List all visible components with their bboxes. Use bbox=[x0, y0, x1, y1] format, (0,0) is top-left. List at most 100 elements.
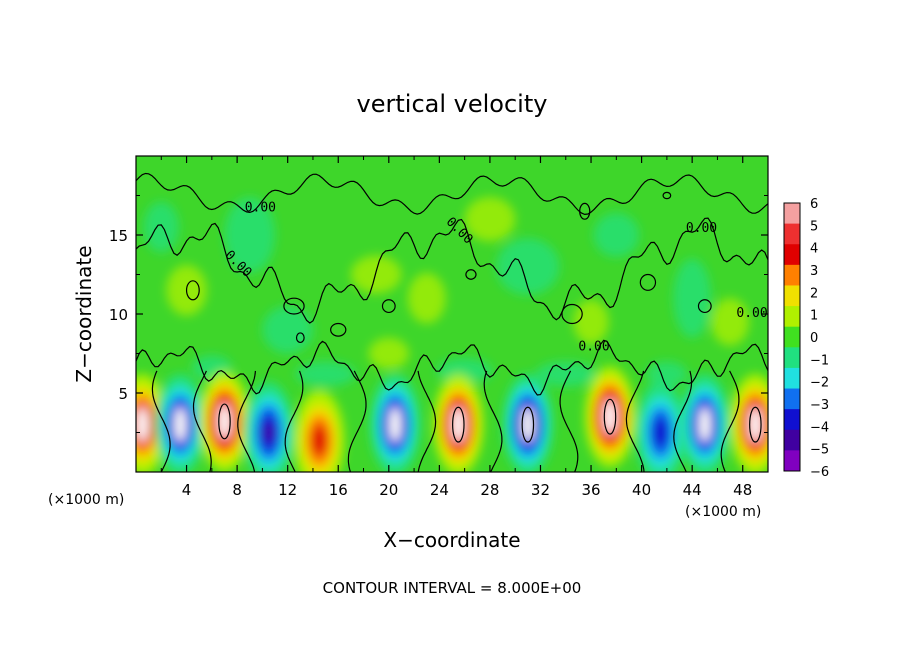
x-tick-label: 44 bbox=[683, 481, 702, 499]
weak-patch bbox=[673, 258, 712, 338]
y-axis-label: Z−coordinate bbox=[72, 245, 96, 382]
colorbar-swatch bbox=[784, 388, 800, 410]
zero-contour bbox=[625, 370, 645, 472]
colorbar-swatch bbox=[784, 264, 800, 286]
weak-patch bbox=[143, 201, 179, 253]
x-tick-label: 36 bbox=[581, 481, 600, 499]
colorbar-swatch bbox=[784, 285, 800, 307]
colorbar-label: 6 bbox=[810, 197, 818, 212]
contour-lines bbox=[136, 172, 768, 472]
closed-contour bbox=[330, 322, 347, 337]
x-tick-label: 32 bbox=[531, 481, 550, 499]
zero-contour bbox=[673, 370, 693, 472]
weak-patch bbox=[407, 272, 446, 324]
x-tick-label: 48 bbox=[733, 481, 752, 499]
x-unit-left: (×1000 m) bbox=[48, 492, 124, 508]
contour-label: 0.00 bbox=[686, 221, 717, 236]
cell-core bbox=[452, 407, 465, 442]
cell-core bbox=[174, 407, 186, 442]
weak-patch bbox=[295, 361, 356, 387]
contour-interval-note: CONTOUR INTERVAL = 8.000E+00 bbox=[323, 579, 582, 597]
x-tick-label: 24 bbox=[430, 481, 449, 499]
cell-level bbox=[311, 424, 328, 457]
colorbar-swatch bbox=[784, 409, 800, 431]
colorbar-label: −1 bbox=[810, 353, 829, 368]
colorbar-label: −5 bbox=[810, 443, 829, 458]
colorbar-label: −6 bbox=[810, 465, 829, 480]
closed-contour bbox=[185, 280, 200, 301]
colorbar-swatch bbox=[784, 223, 800, 245]
colorbar-swatch bbox=[784, 367, 800, 389]
contour-label: 0.00 bbox=[245, 200, 276, 215]
colorbar-label: −3 bbox=[810, 398, 829, 413]
colorbar-swatch bbox=[784, 244, 800, 266]
closed-contour bbox=[295, 332, 305, 344]
closed-contour bbox=[579, 202, 591, 220]
cell-contour bbox=[749, 406, 762, 443]
zero-contour bbox=[136, 172, 768, 216]
x-tick-label: 40 bbox=[632, 481, 651, 499]
x-tick-label: 16 bbox=[329, 481, 348, 499]
cell-level bbox=[652, 416, 669, 449]
closed-contour bbox=[283, 297, 305, 315]
weak-patch bbox=[646, 361, 688, 387]
colorbar-label: −2 bbox=[810, 376, 829, 391]
weak-patch bbox=[593, 212, 640, 258]
cell-contour bbox=[452, 406, 465, 443]
cell-core bbox=[522, 407, 534, 442]
colorbar-label: 0 bbox=[810, 331, 818, 346]
colorbar-swatch bbox=[784, 450, 800, 472]
colorbar-label: −4 bbox=[810, 420, 829, 435]
closed-contour bbox=[662, 191, 672, 200]
colorbar-swatch bbox=[784, 326, 800, 348]
cell-core bbox=[749, 407, 762, 442]
chart-title: vertical velocity bbox=[357, 90, 548, 118]
x-tick-label: 20 bbox=[379, 481, 398, 499]
contour-label: 0.00 bbox=[578, 339, 609, 354]
zero-contour bbox=[237, 370, 256, 472]
zero-contour bbox=[136, 217, 768, 324]
cell-contour bbox=[218, 403, 231, 440]
zero-contour bbox=[136, 339, 768, 396]
colorbar-swatch bbox=[784, 306, 800, 328]
cell-core bbox=[389, 407, 401, 442]
colorbar-swatch bbox=[784, 347, 800, 369]
weak-patch bbox=[368, 337, 410, 370]
weak-patch bbox=[224, 197, 276, 273]
weak-patch bbox=[496, 238, 560, 296]
plot-area bbox=[136, 156, 768, 472]
weak-patch bbox=[262, 306, 313, 354]
colorbar-label: 5 bbox=[810, 219, 818, 234]
x-tick-label: 4 bbox=[182, 481, 192, 499]
cell-core bbox=[218, 404, 231, 439]
y-tick-label: 5 bbox=[118, 385, 128, 403]
colorbar-label: 4 bbox=[810, 242, 818, 257]
cell-core bbox=[604, 399, 616, 435]
colorbar-label: 1 bbox=[810, 309, 818, 324]
weak-patch bbox=[535, 361, 597, 387]
x-tick-label: 12 bbox=[278, 481, 297, 499]
colorbar: 6 5 4 3 2 1 0 −1 −2 −3 −4 −5 −6 bbox=[783, 197, 829, 480]
closed-contour bbox=[639, 273, 657, 291]
y-tick-label: 10 bbox=[109, 306, 128, 324]
x-tick-label: 8 bbox=[232, 481, 242, 499]
colorbar-swatch bbox=[784, 429, 800, 451]
weak-patch bbox=[350, 255, 402, 294]
x-axis-label: X−coordinate bbox=[383, 528, 520, 552]
colorbar-label: 3 bbox=[810, 264, 818, 279]
weak-patch bbox=[711, 298, 750, 346]
cell-contour bbox=[521, 406, 535, 443]
weak-patch bbox=[464, 197, 516, 242]
cell-core bbox=[136, 407, 149, 442]
zero-contour bbox=[720, 370, 740, 472]
x-tick-label: 28 bbox=[480, 481, 499, 499]
zero-contour bbox=[284, 370, 304, 472]
contour-label: 0.00 bbox=[736, 306, 767, 321]
closed-contour bbox=[697, 299, 712, 314]
zero-contour bbox=[483, 370, 503, 472]
y-tick-label: 15 bbox=[109, 227, 128, 245]
x-unit-right: (×1000 m) bbox=[685, 504, 761, 520]
colorbar-swatch bbox=[784, 203, 800, 225]
y-axis: 5 10 15 bbox=[109, 195, 768, 433]
